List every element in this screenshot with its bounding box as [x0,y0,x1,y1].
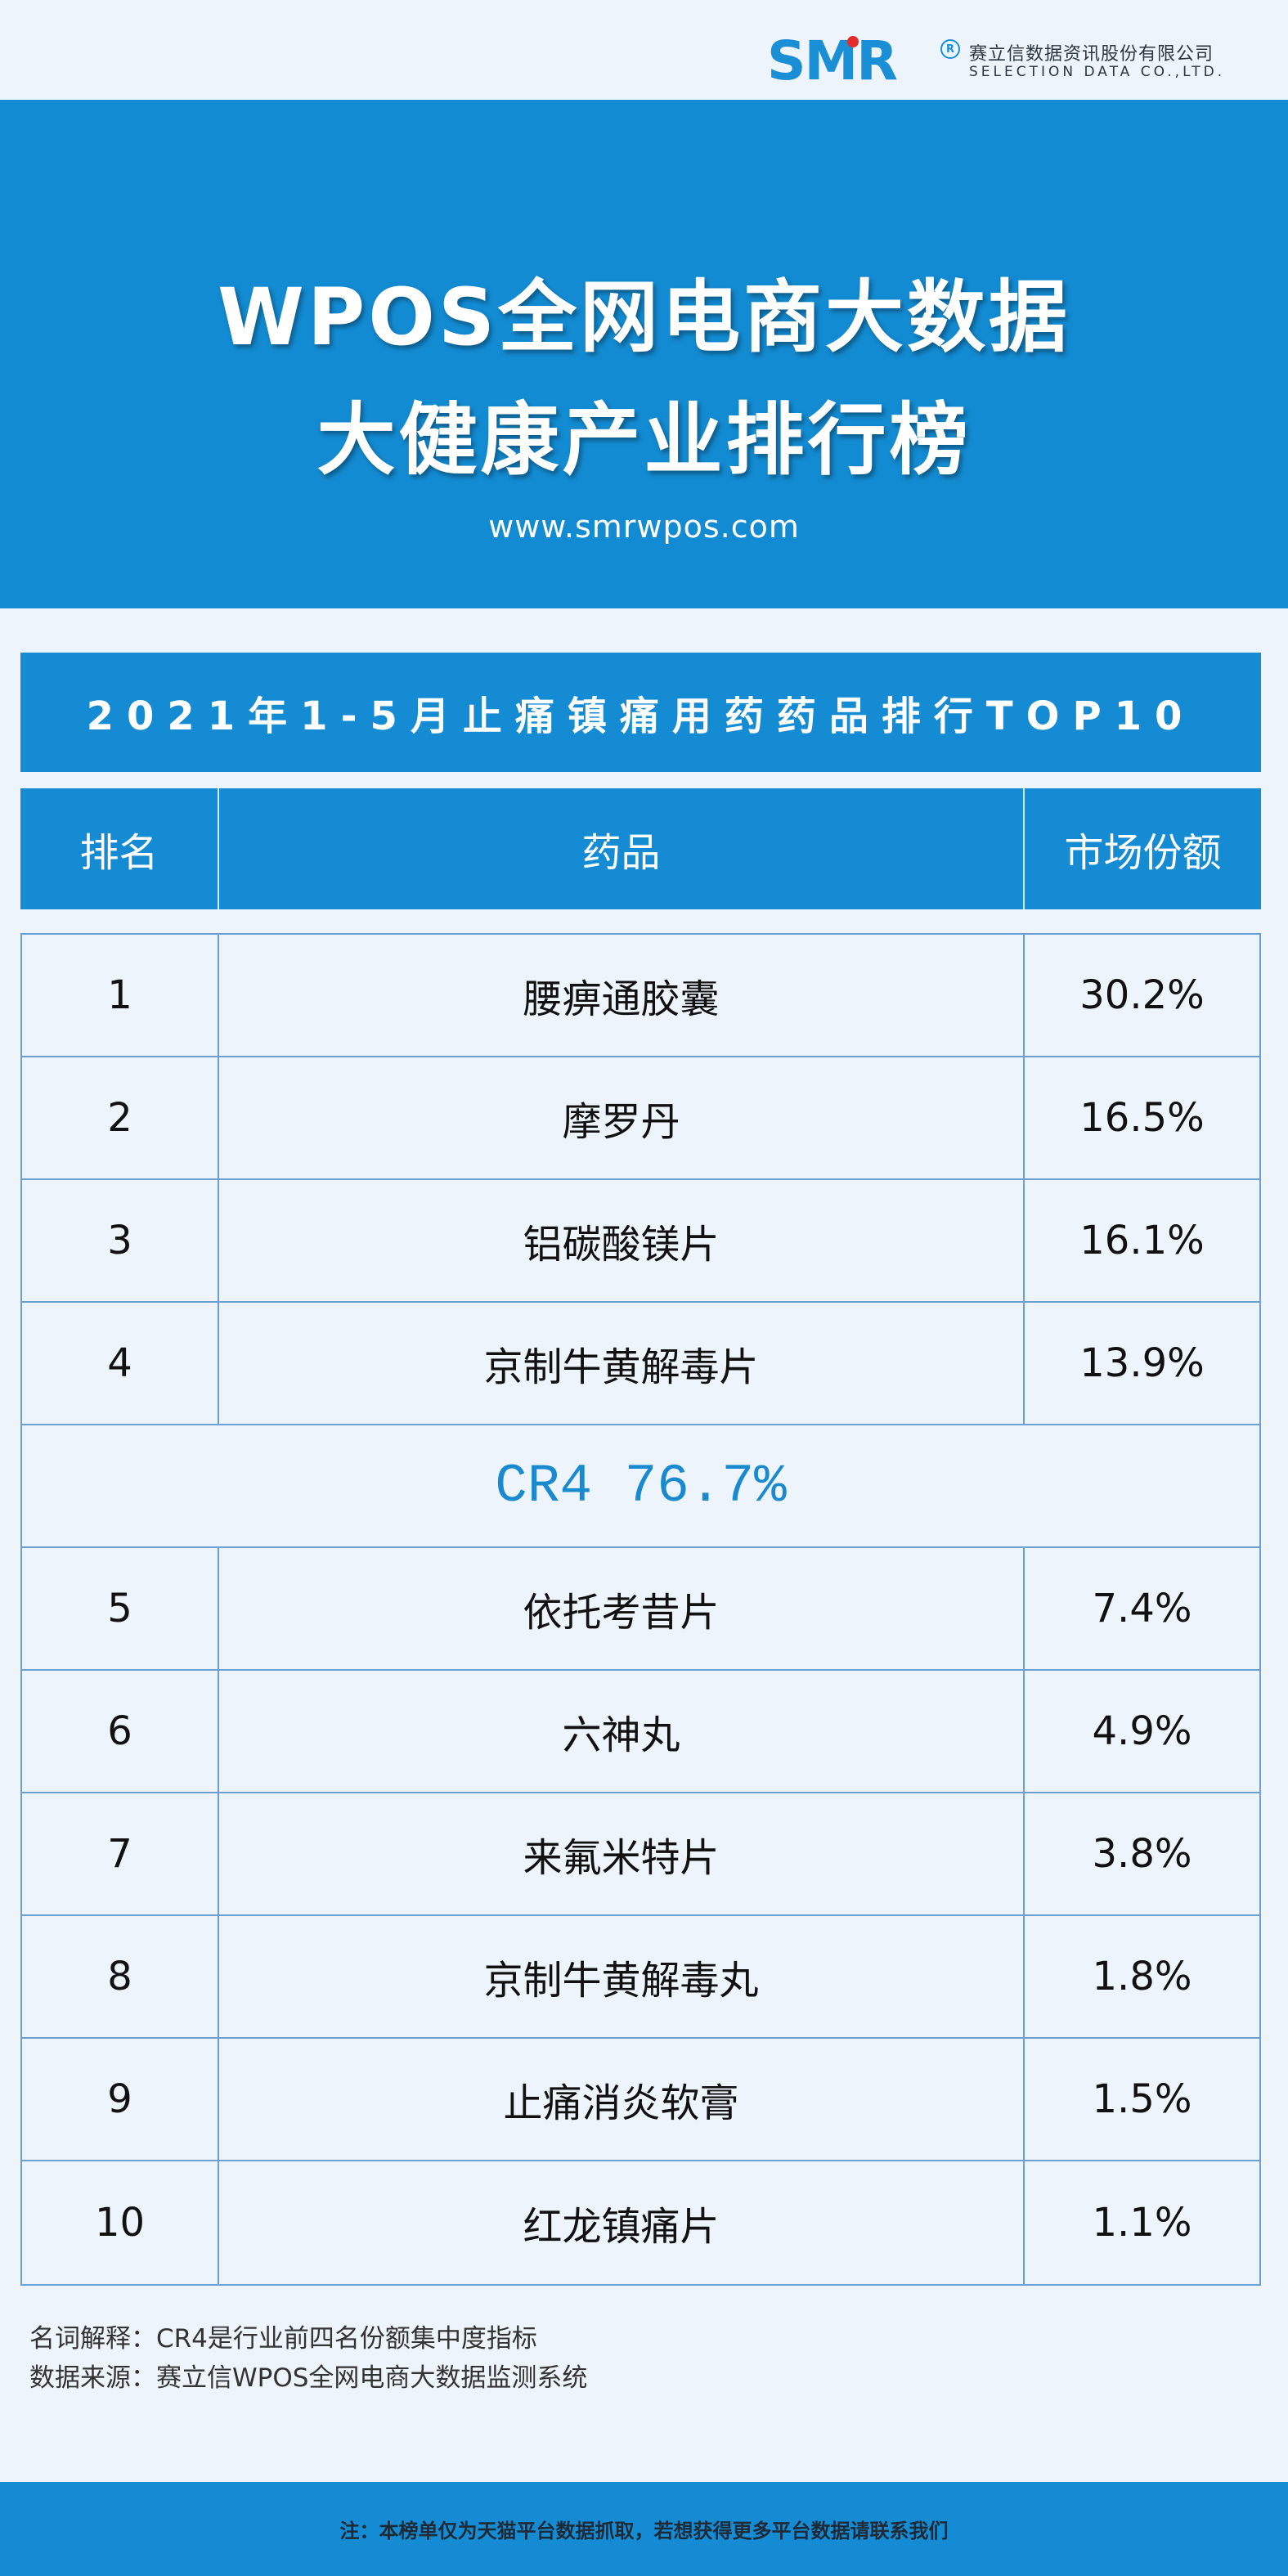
drug-cell: 六神丸 [219,1671,1025,1792]
rank-cell: 6 [22,1671,219,1792]
share-cell: 1.8% [1092,1954,1192,1999]
rank-cell: 3 [22,1180,219,1301]
share-cell: 4.9% [1092,1708,1192,1754]
table-row: 5 依托考昔片 7.4% [22,1548,1259,1671]
rank-cell: 1 [22,935,219,1056]
footer-disclaimer: 注：本榜单仅为天猫平台数据抓取，若想获得更多平台数据请联系我们 [0,2482,1288,2576]
drug-cell: 依托考昔片 [219,1548,1025,1669]
hero-title-line1: WPOS全网电商大数据 [218,272,1070,363]
drug-cell: 腰痹通胶囊 [219,935,1025,1056]
drug-cell: 止痛消炎软膏 [219,2039,1025,2160]
rank-cell: 5 [22,1548,219,1669]
share-cell: 1.5% [1092,2076,1192,2122]
table-row: 3 铝碳酸镁片 16.1% [22,1180,1259,1303]
company-logo: SMR [767,29,898,92]
rank-cell: 8 [22,1916,219,2037]
header-rank: 排名 [20,788,219,909]
table-row: 7 来氟米特片 3.8% [22,1793,1259,1916]
table-row: 4 京制牛黄解毒片 13.9% [22,1303,1259,1425]
table-row: 6 六神丸 4.9% [22,1671,1259,1793]
share-cell: 16.1% [1079,1218,1205,1263]
rank-cell: 7 [22,1793,219,1914]
notes-section: 名词解释：CR4是行业前四名份额集中度指标 数据来源：赛立信WPOS全网电商大数… [29,2319,587,2398]
drug-cell: 来氟米特片 [219,1793,1025,1914]
definition-note: 名词解释：CR4是行业前四名份额集中度指标 [29,2324,537,2354]
table-header: 排名 药品 市场份额 [20,788,1261,909]
rank-cell: 2 [22,1057,219,1178]
cr4-summary-row: CR4 76.7% [22,1425,1259,1548]
hero-title-line2: 大健康产业排行榜 [316,394,972,486]
drug-cell: 摩罗丹 [219,1057,1025,1178]
share-cell: 1.1% [1092,2200,1192,2246]
ranking-table: 1 腰痹通胶囊 30.2% 2 摩罗丹 16.5% 3 铝碳酸镁片 16.1% … [20,933,1261,2286]
company-name-en: SELECTION DATA CO.,LTD. [969,64,1226,80]
logo-bar: SMR R 赛立信数据资讯股份有限公司 SELECTION DATA CO.,L… [0,0,1288,100]
drug-cell: 铝碳酸镁片 [219,1180,1025,1301]
table-row: 1 腰痹通胶囊 30.2% [22,935,1259,1057]
table-row: 2 摩罗丹 16.5% [22,1057,1259,1180]
company-name-cn: 赛立信数据资讯股份有限公司 [969,44,1214,65]
drug-cell: 京制牛黄解毒丸 [219,1916,1025,2037]
hero-banner: WPOS全网电商大数据 大健康产业排行榜 www.smrwpos.com [0,100,1288,608]
header-drug: 药品 [219,788,1025,909]
table-row: 8 京制牛黄解毒丸 1.8% [22,1916,1259,2039]
source-note: 数据来源：赛立信WPOS全网电商大数据监测系统 [29,2363,588,2393]
header-share: 市场份额 [1064,830,1222,876]
table-row: 9 止痛消炎软膏 1.5% [22,2039,1259,2161]
drug-cell: 红龙镇痛片 [219,2161,1025,2284]
rank-cell: 9 [22,2039,219,2160]
registered-mark-icon: R [940,39,960,59]
website-url[interactable]: www.smrwpos.com [488,509,800,545]
logo-red-dot [847,36,859,47]
share-cell: 16.5% [1079,1095,1205,1141]
share-cell: 7.4% [1092,1586,1192,1631]
ranking-subtitle: 2021年1-5月止痛镇痛用药药品排行TOP10 [20,653,1261,772]
drug-cell: 京制牛黄解毒片 [219,1303,1025,1424]
table-row: 10 红龙镇痛片 1.1% [22,2161,1259,2284]
logo-text: SMR [767,29,898,92]
rank-cell: 4 [22,1303,219,1424]
share-cell: 30.2% [1079,972,1205,1018]
share-cell: 3.8% [1092,1831,1192,1877]
rank-cell: 10 [22,2161,219,2284]
share-cell: 13.9% [1079,1340,1205,1386]
